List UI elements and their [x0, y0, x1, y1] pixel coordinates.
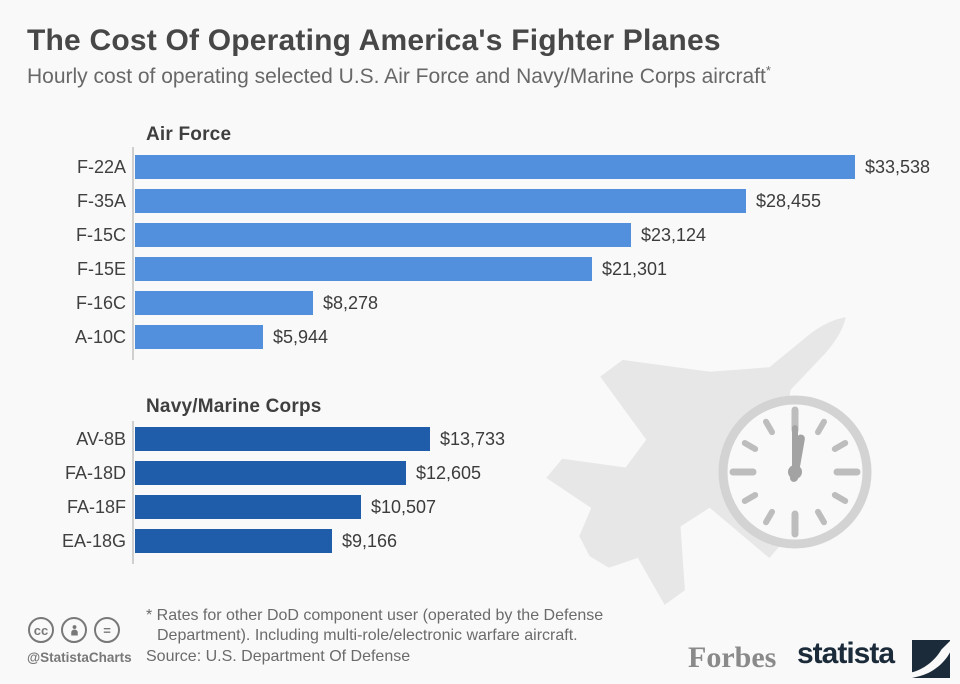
- bar-row: A-10C $5,944: [28, 325, 960, 349]
- value-label: $21,301: [602, 258, 668, 279]
- axis-line: [132, 147, 134, 360]
- subtitle-text: Hourly cost of operating selected U.S. A…: [27, 65, 766, 88]
- section-heading-air-force: Air Force: [146, 124, 232, 145]
- navy-marine-bars: AV-8B $13,733 FA-18D $12,605 FA-18F $10,507 EA…: [28, 427, 960, 553]
- value-label: $28,455: [756, 190, 822, 211]
- bar-row: F-35A $28,455: [28, 189, 960, 213]
- bar-row: FA-18F $10,507: [28, 495, 960, 519]
- bar: [135, 461, 406, 485]
- aircraft-label: EA-18G: [61, 530, 126, 551]
- aircraft-label: A-10C: [74, 326, 126, 347]
- bar-row: F-15C $23,124: [28, 223, 960, 247]
- bar: [135, 291, 313, 315]
- aircraft-label: F-16C: [75, 292, 126, 313]
- aircraft-label: AV-8B: [76, 428, 126, 449]
- no-derivatives-icon: =: [94, 617, 120, 643]
- value-label: $8,278: [323, 292, 379, 313]
- footnote-line-2: Department). Including multi-role/electr…: [157, 627, 578, 644]
- bar-row: F-16C $8,278: [28, 291, 960, 315]
- attribution-icon: [61, 617, 87, 643]
- bar-row: FA-18D $12,605: [28, 461, 960, 485]
- value-label: $9,166: [342, 530, 398, 551]
- footnote-marker: *: [765, 63, 771, 78]
- aircraft-label: FA-18D: [64, 462, 126, 483]
- clock-icon: [718, 395, 872, 549]
- aircraft-label: F-15C: [75, 224, 126, 245]
- source-line: Source: U.S. Department Of Defense: [146, 648, 411, 665]
- bar: [135, 529, 332, 553]
- cc-icon: cc: [28, 617, 54, 643]
- aircraft-label: F-15E: [76, 258, 126, 279]
- statista-logo-icon: [912, 640, 950, 678]
- axis-line: [132, 421, 134, 564]
- aircraft-label: FA-18F: [66, 496, 126, 517]
- value-label: $33,538: [865, 156, 931, 177]
- bar: [135, 427, 430, 451]
- bar: [135, 325, 263, 349]
- cc-license-icons: cc =: [28, 617, 120, 643]
- section-heading-navy-marine: Navy/Marine Corps: [146, 396, 322, 417]
- air-force-section: Air Force F-22A $33,538 F-35A $28,455 F-15C $…: [28, 124, 960, 360]
- bar-row: EA-18G $9,166: [28, 529, 960, 553]
- navy-marine-section: Navy/Marine Corps AV-8B $13,733 FA-18D $12,…: [28, 396, 960, 564]
- statista-charts-handle: @StatistaCharts: [27, 650, 132, 665]
- value-label: $12,605: [416, 462, 482, 483]
- bar-row: AV-8B $13,733: [28, 427, 960, 451]
- forbes-logo: Forbes: [688, 641, 777, 674]
- aircraft-label: F-35A: [76, 190, 126, 211]
- bar: [135, 257, 592, 281]
- bar: [135, 495, 361, 519]
- page-title: The Cost Of Operating America's Fighter …: [27, 24, 721, 57]
- statista-wordmark: statista: [797, 637, 895, 670]
- value-label: $10,507: [371, 496, 437, 517]
- aircraft-label: F-22A: [76, 156, 126, 177]
- footnote: * Rates for other DoD component user (op…: [146, 606, 603, 646]
- air-force-bars: F-22A $33,538 F-35A $28,455 F-15C $23,124 F-15…: [28, 155, 960, 349]
- value-label: $23,124: [641, 224, 707, 245]
- bar: [135, 189, 746, 213]
- footnote-line-1: * Rates for other DoD component user (op…: [146, 607, 604, 624]
- bar: [135, 155, 855, 179]
- bar-row: F-15E $21,301: [28, 257, 960, 281]
- bar: [135, 223, 631, 247]
- value-label: $13,733: [440, 428, 506, 449]
- page-subtitle: Hourly cost of operating selected U.S. A…: [27, 63, 771, 89]
- bar-row: F-22A $33,538: [28, 155, 960, 179]
- value-label: $5,944: [273, 326, 329, 347]
